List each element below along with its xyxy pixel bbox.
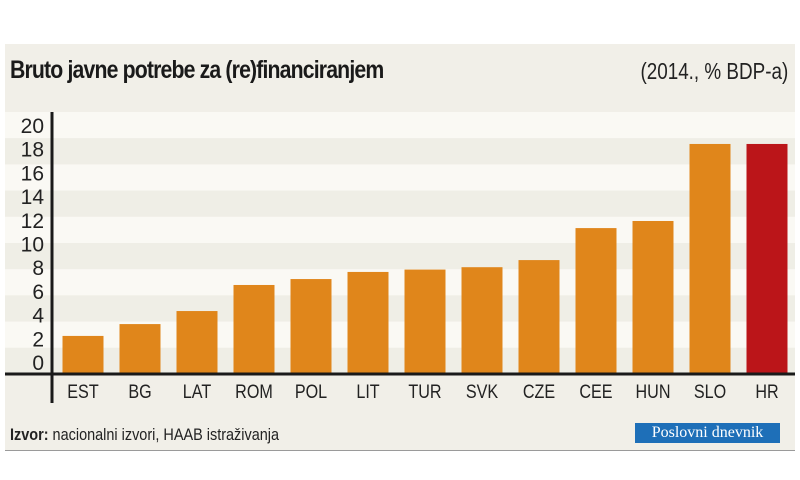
x-tick-label: TUR <box>408 381 441 403</box>
bar-lit <box>347 271 389 374</box>
bar-rom <box>233 284 275 374</box>
x-tick-label: LIT <box>356 381 380 403</box>
y-tick-label: 10 <box>21 234 44 257</box>
bar-slo <box>689 143 731 374</box>
publisher-logo: Poslovni dnevnik <box>635 423 780 443</box>
grid-band <box>5 216 795 243</box>
x-tick-label: BG <box>128 381 151 403</box>
source-note: Izvor: nacionalni izvori, HAAB istraživa… <box>10 425 279 445</box>
grid-band <box>5 243 795 270</box>
y-tick-label: 2 <box>32 328 44 351</box>
bar-cee <box>575 228 617 374</box>
grid-band <box>5 138 795 165</box>
bar-est <box>62 335 104 374</box>
y-tick-label: 16 <box>21 162 44 185</box>
chart-subtitle: (2014., % BDP-a) <box>640 58 788 84</box>
grid-band <box>5 190 795 217</box>
bar-bg <box>119 324 161 374</box>
x-tick-label: SLO <box>694 381 726 403</box>
bar-pol <box>290 279 332 374</box>
y-tick-label: 6 <box>32 281 44 304</box>
x-tick-label: POL <box>295 381 327 403</box>
x-tick-label: CZE <box>523 381 555 403</box>
grid-band <box>5 295 795 322</box>
y-tick-label: 4 <box>32 305 44 328</box>
grid-band <box>5 112 795 139</box>
bar-lat <box>176 311 218 374</box>
y-tick-label: 20 <box>21 115 44 138</box>
bar-hr <box>746 143 788 374</box>
source-label: Izvor: <box>10 425 49 444</box>
chart-title: Bruto javne potrebe za (re)financiranjem <box>10 56 384 84</box>
bar-hun <box>632 220 674 374</box>
y-tick-label: 8 <box>32 257 44 280</box>
x-tick-label: LAT <box>183 381 212 403</box>
x-tick-label: HUN <box>636 381 671 403</box>
bar-cze <box>518 260 560 374</box>
x-tick-label: CEE <box>579 381 612 403</box>
y-tick-label: 0 <box>32 352 44 375</box>
x-tick-label: EST <box>67 381 99 403</box>
x-tick-label: HR <box>755 381 778 403</box>
x-tick-label: SVK <box>466 381 499 403</box>
grid-band <box>5 269 795 296</box>
y-tick-label: 18 <box>21 139 44 162</box>
y-tick-label: 14 <box>21 186 45 209</box>
source-text: nacionalni izvori, HAAB istraživanja <box>48 425 280 444</box>
x-tick-label: ROM <box>235 381 273 403</box>
grid-band <box>5 164 795 191</box>
y-tick-label: 12 <box>21 210 44 233</box>
bar-tur <box>404 269 446 374</box>
bar-svk <box>461 267 503 374</box>
